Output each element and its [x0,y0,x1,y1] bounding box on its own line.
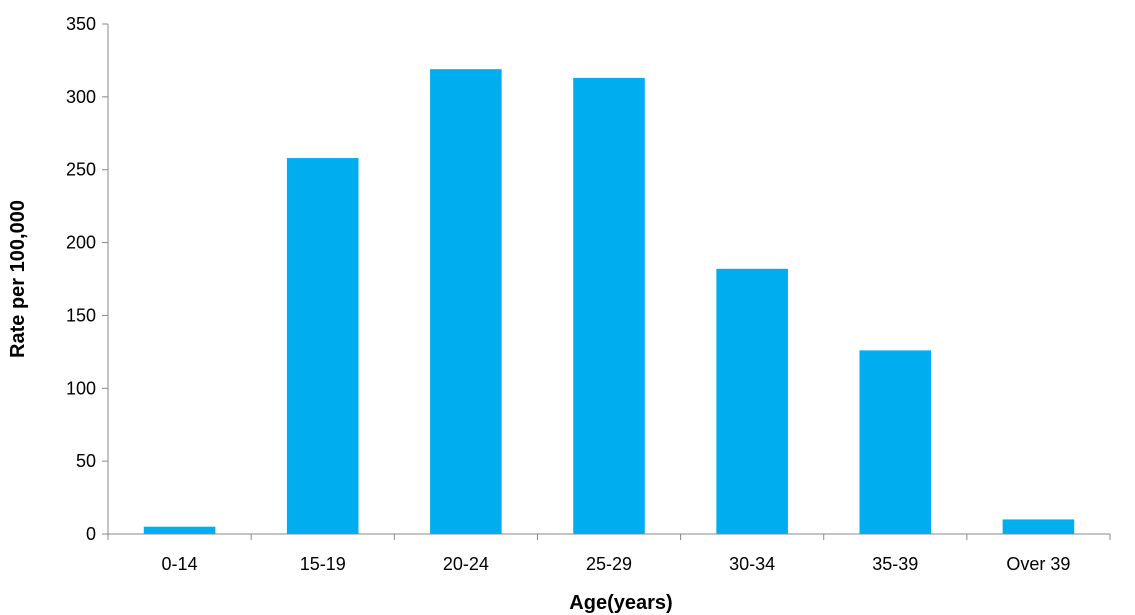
bar-35-39 [859,350,932,534]
x-axis-title: Age(years) [569,592,672,614]
x-tick-label: 25-29 [586,554,632,574]
bar-20-24 [430,69,502,535]
x-tick-label: 35-39 [872,554,918,574]
x-tick-label: 20-24 [443,554,489,574]
plot-area [143,69,1075,535]
y-tick-label: 250 [66,160,96,180]
x-tick-label: 15-19 [300,554,346,574]
x-tick-label: 0-14 [162,554,198,574]
y-tick-label: 150 [66,305,96,325]
bar-0-14 [143,526,216,534]
bar-Over 39 [1002,519,1075,534]
y-axis-title: Rate per 100,000 [7,200,29,358]
y-tick-label: 200 [66,233,96,253]
y-tick-label: 0 [86,524,96,544]
y-tick-label: 50 [76,451,96,471]
bar-25-29 [573,77,645,534]
x-tick-label: Over 39 [1006,554,1070,574]
y-tick-label: 350 [66,14,96,34]
x-axis: 0-14 15-19 20-24 25-29 30-34 35-39 Over 39 [107,533,1111,574]
y-tick-label: 300 [66,87,96,107]
y-axis: 0 50 100 150 200 250 300 350 [66,14,109,544]
x-tick-label: 30-34 [729,554,775,574]
y-tick-label: 100 [66,378,96,398]
bar-30-34 [716,268,788,534]
bar-15-19 [286,158,359,534]
